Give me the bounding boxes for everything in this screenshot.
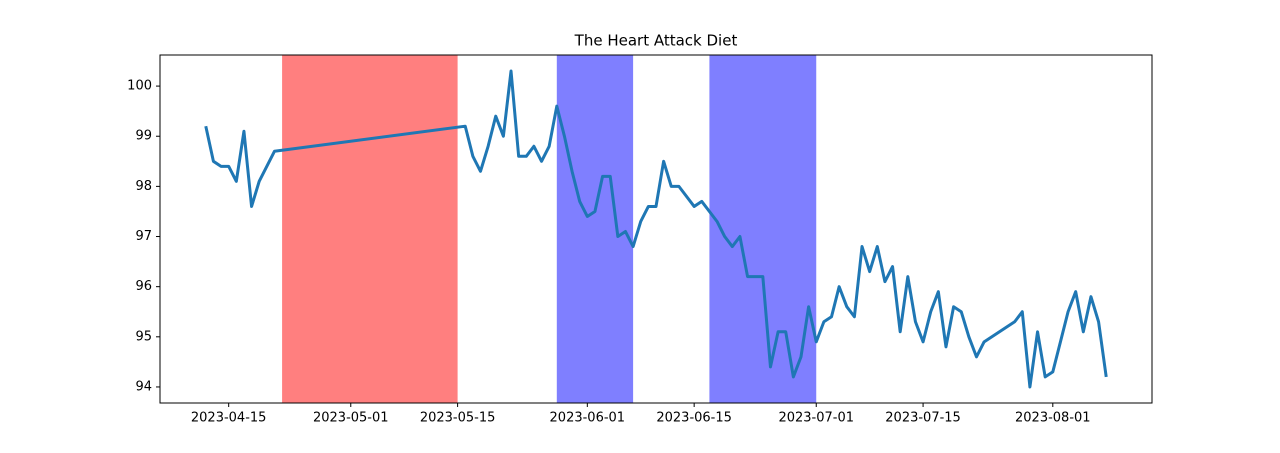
- chart-title: The Heart Attack Diet: [574, 32, 738, 50]
- y-tick-label: 97: [135, 229, 152, 244]
- x-tick-label: 2023-07-01: [778, 411, 854, 426]
- y-tick-label: 95: [135, 329, 152, 344]
- plot-frame: [159, 54, 1153, 404]
- line: [204, 69, 1108, 389]
- y-tick-label: 98: [135, 179, 152, 194]
- x-tick-label: 2023-05-01: [313, 411, 389, 426]
- y-tick-label: 94: [135, 379, 152, 394]
- span: [282, 55, 458, 403]
- y-tick-label: 99: [135, 129, 152, 144]
- x-tick-label: 2023-07-15: [885, 411, 961, 426]
- x-tick-label: 2023-04-15: [191, 411, 267, 426]
- x-tick-label: 2023-08-01: [1015, 411, 1091, 426]
- span: [709, 55, 817, 403]
- y-tick-label: 100: [127, 79, 152, 94]
- x-tick-label: 2023-06-01: [550, 411, 626, 426]
- y-tick-label: 96: [135, 279, 152, 294]
- x-tick-label: 2023-06-15: [656, 411, 732, 426]
- x-tick-label: 2023-05-15: [420, 411, 496, 426]
- span: [556, 55, 634, 403]
